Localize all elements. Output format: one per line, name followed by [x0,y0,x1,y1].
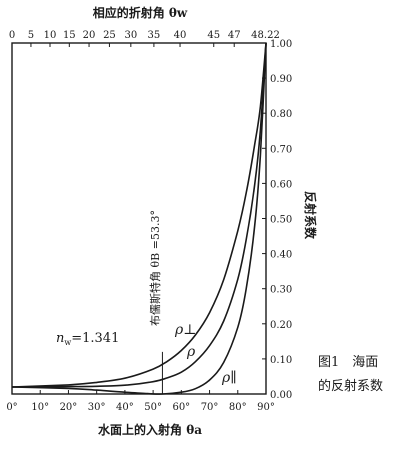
right-tick-label: 0.30 [270,285,292,296]
brewster-angle-label: 布儒斯特角 θB =53.3° [148,210,162,326]
series-label-mean: ρ [186,344,196,360]
right-tick-label: 0.40 [270,250,292,261]
bottom-axis-ticks: 0° 10° 20° 30° 40° 50° 60° 70° 80° 90° [6,390,275,413]
refractive-index-label: nw=1.341 [56,331,119,347]
right-tick-label: 0.20 [270,320,292,331]
bottom-tick-label: 60° [172,402,190,413]
right-axis-ticks: 0.00 0.10 0.20 0.30 0.40 0.50 0.60 0.70 0.80 0.90… [262,39,292,401]
series-label-perpendicular: ρ⊥ [174,322,196,338]
top-tick-label: 20 [83,30,96,41]
right-axis-title: 反射系数 [303,191,318,240]
plot-frame [11,42,267,395]
right-tick-label: 0.00 [270,390,292,401]
top-tick-label: 48.22 [251,30,280,41]
right-tick-label: 0.80 [270,109,292,120]
bottom-tick-label: 30° [88,402,106,413]
right-tick-label: 1.00 [270,39,292,50]
top-tick-label: 15 [63,30,76,41]
bottom-tick-label: 40° [116,402,134,413]
series-label-parallel: ρ∥ [221,370,237,386]
top-tick-label: 45 [207,30,220,41]
right-tick-label: 0.60 [270,179,292,190]
top-tick-label: 40 [174,30,187,41]
top-tick-label: 25 [103,30,116,41]
curve-rho-perpendicular [11,42,267,388]
right-tick-label: 0.50 [270,215,292,226]
top-tick-label: 30 [124,30,137,41]
top-tick-label: 47 [228,30,241,41]
top-axis-title: 相应的折射角 θw [93,5,188,20]
bottom-tick-label: 0° [6,402,17,413]
right-tick-label: 0.10 [270,355,292,366]
curves [11,42,267,395]
bottom-tick-label: 80° [229,402,247,413]
bottom-tick-label: 70° [201,402,219,413]
figure-caption-line-2: 的反射系数 [318,378,383,394]
right-tick-label: 0.90 [270,74,292,85]
top-tick-label: 35 [148,30,161,41]
figure-caption-line-1: 图1 海面 [318,355,378,370]
bottom-tick-label: 50° [144,402,162,413]
curve-rho-mean [11,42,267,388]
top-tick-label: 5 [28,30,34,41]
top-axis-ticks: 0 5 10 15 20 25 30 35 40 45 47 48.22 [9,30,280,47]
bottom-tick-label: 90° [257,402,275,413]
bottom-tick-label: 20° [60,402,78,413]
top-tick-label: 10 [44,30,57,41]
bottom-tick-label: 10° [31,402,49,413]
curve-rho-parallel [11,42,267,395]
top-tick-label: 0 [9,30,15,41]
right-tick-label: 0.70 [270,144,292,155]
bottom-axis-title: 水面上的入射角 θa [98,422,202,437]
